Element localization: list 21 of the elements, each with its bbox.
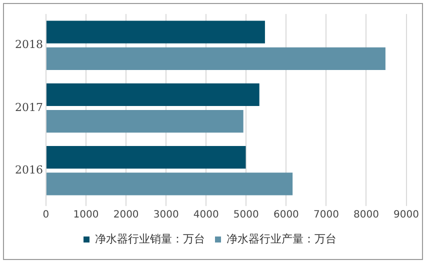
x-tick-label: 8000: [354, 210, 379, 221]
bar: [46, 172, 293, 196]
bar: [46, 47, 386, 70]
bar: [46, 20, 265, 44]
x-tick-label: 6000: [273, 210, 299, 221]
x-tick-label: 9000: [394, 210, 419, 221]
x-tick-label: 7000: [313, 210, 339, 221]
x-tick-label: 0: [42, 210, 50, 221]
x-tick-label: 4000: [193, 210, 219, 221]
bar: [46, 83, 260, 106]
x-tick-label: 5000: [233, 210, 259, 221]
y-tick-label: 2016: [14, 164, 43, 177]
x-tick-label: 3000: [153, 210, 179, 221]
bar: [46, 110, 244, 133]
legend-label: 净水器行业产量：万台: [226, 232, 336, 246]
bar: [46, 146, 246, 169]
y-tick-label: 2018: [14, 38, 43, 52]
legend-label: 净水器行业销量：万台: [95, 232, 205, 246]
y-tick-label: 2017: [14, 100, 43, 114]
x-tick-label: 2000: [113, 210, 139, 221]
x-tick-label: 1000: [73, 210, 99, 221]
